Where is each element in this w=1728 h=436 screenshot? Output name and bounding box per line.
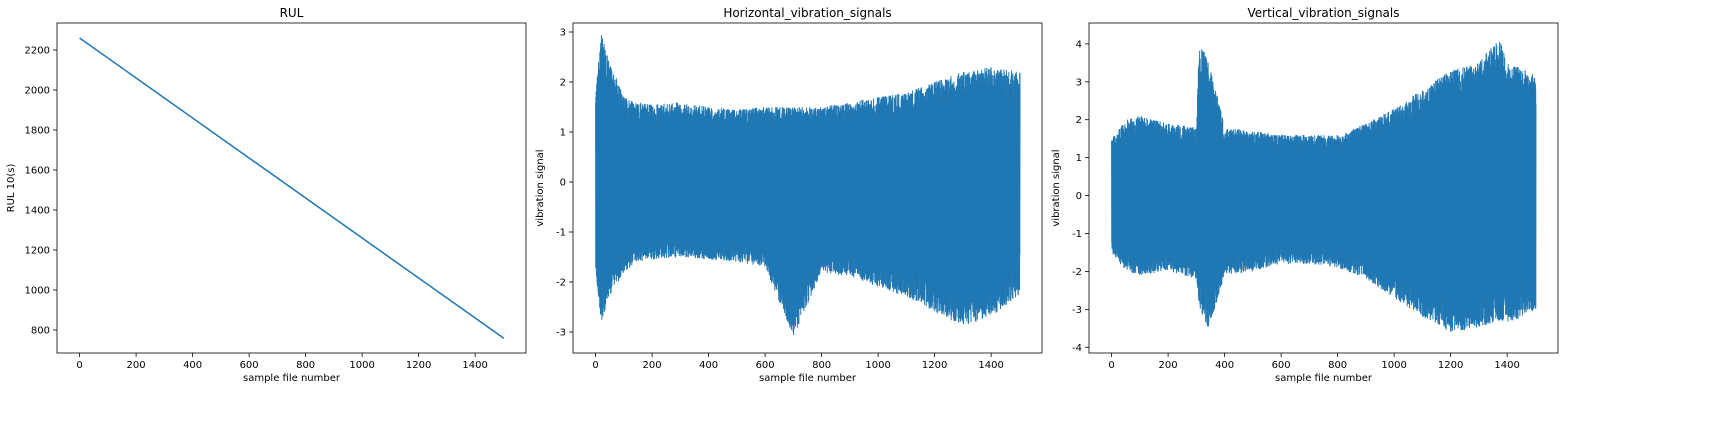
vertical-xtick-label: 1400 [1494, 360, 1519, 371]
rul-xtick-label: 1000 [349, 360, 374, 371]
rul-panel: 0 200 400 600 800 1000 1200 1400 800 1000 1200 1400… [6, 6, 527, 384]
vertical-ytick-label: 4 [1076, 39, 1082, 50]
horizontal-ytick-label: 1 [560, 128, 566, 139]
horizontal-axes-frame [572, 22, 1043, 354]
rul-chart-title: RUL [280, 6, 304, 20]
horizontal-ytick-label: 3 [560, 28, 566, 39]
horizontal-xtick-label: 1000 [865, 360, 890, 371]
rul-xtick-label: 200 [127, 360, 146, 371]
vertical-xtick-label: 1200 [1438, 360, 1463, 371]
vertical-series [1111, 42, 1537, 332]
rul-ytick-label: 2000 [25, 86, 50, 97]
rul-ytick-label: 1200 [25, 246, 50, 257]
rul-axes-frame [56, 22, 527, 354]
horizontal-ytick-label: -1 [556, 228, 566, 239]
rul-xtick-label: 1200 [406, 360, 431, 371]
vertical-xtick-label: 800 [1328, 360, 1347, 371]
vertical-ytick-label: -4 [1072, 343, 1082, 354]
rul-xtick-label: 800 [296, 360, 315, 371]
vertical-ytick-label: 2 [1076, 115, 1082, 126]
rul-y-axis-label: RUL 10(s) [6, 164, 17, 213]
vertical-xtick-label: 0 [1108, 360, 1114, 371]
vertical-ytick-label: -3 [1072, 305, 1082, 316]
horizontal-xtick-label: 800 [812, 360, 831, 371]
vertical-xtick-label: 1000 [1381, 360, 1406, 371]
rul-x-axis-label: sample file number [243, 373, 341, 384]
vertical-xtick-label: 600 [1272, 360, 1291, 371]
horizontal-ytick-label: -3 [556, 328, 566, 339]
horizontal-chart-title: Horizontal_vibration_signals [723, 6, 891, 20]
vertical-panel: 0 200 400 600 800 1000 1200 1400 -4 -3 -2 -1 0 1 2 3 4 Ve… [1051, 6, 1559, 384]
vertical-ytick-label: 1 [1076, 153, 1082, 164]
vertical-xtick-label: 400 [1215, 360, 1234, 371]
rul-xtick-label: 400 [183, 360, 202, 371]
horizontal-series [595, 35, 1021, 336]
vertical-axes-frame [1088, 22, 1559, 354]
horizontal-xtick-label: 400 [699, 360, 718, 371]
horizontal-xtick-label: 1200 [922, 360, 947, 371]
horizontal-ytick-label: 0 [560, 178, 566, 189]
vertical-signal-line [1111, 42, 1537, 332]
horizontal-xtick-label: 1400 [978, 360, 1003, 371]
rul-xtick-label: 0 [76, 360, 82, 371]
vertical-chart-title: Vertical_vibration_signals [1248, 6, 1400, 20]
horizontal-signal-line [595, 35, 1021, 336]
horizontal-xtick-label: 600 [756, 360, 775, 371]
horizontal-xtick-label: 0 [592, 360, 598, 371]
horizontal-y-axis-label: vibration signal [535, 149, 546, 226]
horizontal-x-axis-label: sample file number [759, 373, 857, 384]
rul-xtick-label: 600 [240, 360, 259, 371]
rul-ytick-label: 1800 [25, 126, 50, 137]
horizontal-xtick-label: 200 [643, 360, 662, 371]
rul-series-line [79, 37, 505, 340]
rul-series [79, 37, 505, 340]
horizontal-ytick-label: 2 [560, 78, 566, 89]
vertical-ytick-label: -1 [1072, 229, 1082, 240]
rul-ytick-label: 1600 [25, 166, 50, 177]
horizontal-ytick-label: -2 [556, 278, 566, 289]
horizontal-panel: 0 200 400 600 800 1000 1200 1400 -3 -2 -1 0 1 2 3 Horiz… [535, 6, 1043, 384]
rul-ytick-label: 1400 [25, 206, 50, 217]
rul-ytick-label: 1000 [25, 286, 50, 297]
rul-ytick-label: 2200 [25, 46, 50, 57]
vertical-ytick-label: 3 [1076, 77, 1082, 88]
vertical-ytick-label: 0 [1076, 191, 1082, 202]
vertical-xtick-label: 200 [1159, 360, 1178, 371]
vertical-x-axis-label: sample file number [1275, 373, 1373, 384]
rul-xtick-label: 1400 [462, 360, 487, 371]
vertical-ytick-label: -2 [1072, 267, 1082, 278]
vertical-y-axis-label: vibration signal [1051, 149, 1062, 226]
rul-ytick-label: 800 [31, 326, 50, 337]
